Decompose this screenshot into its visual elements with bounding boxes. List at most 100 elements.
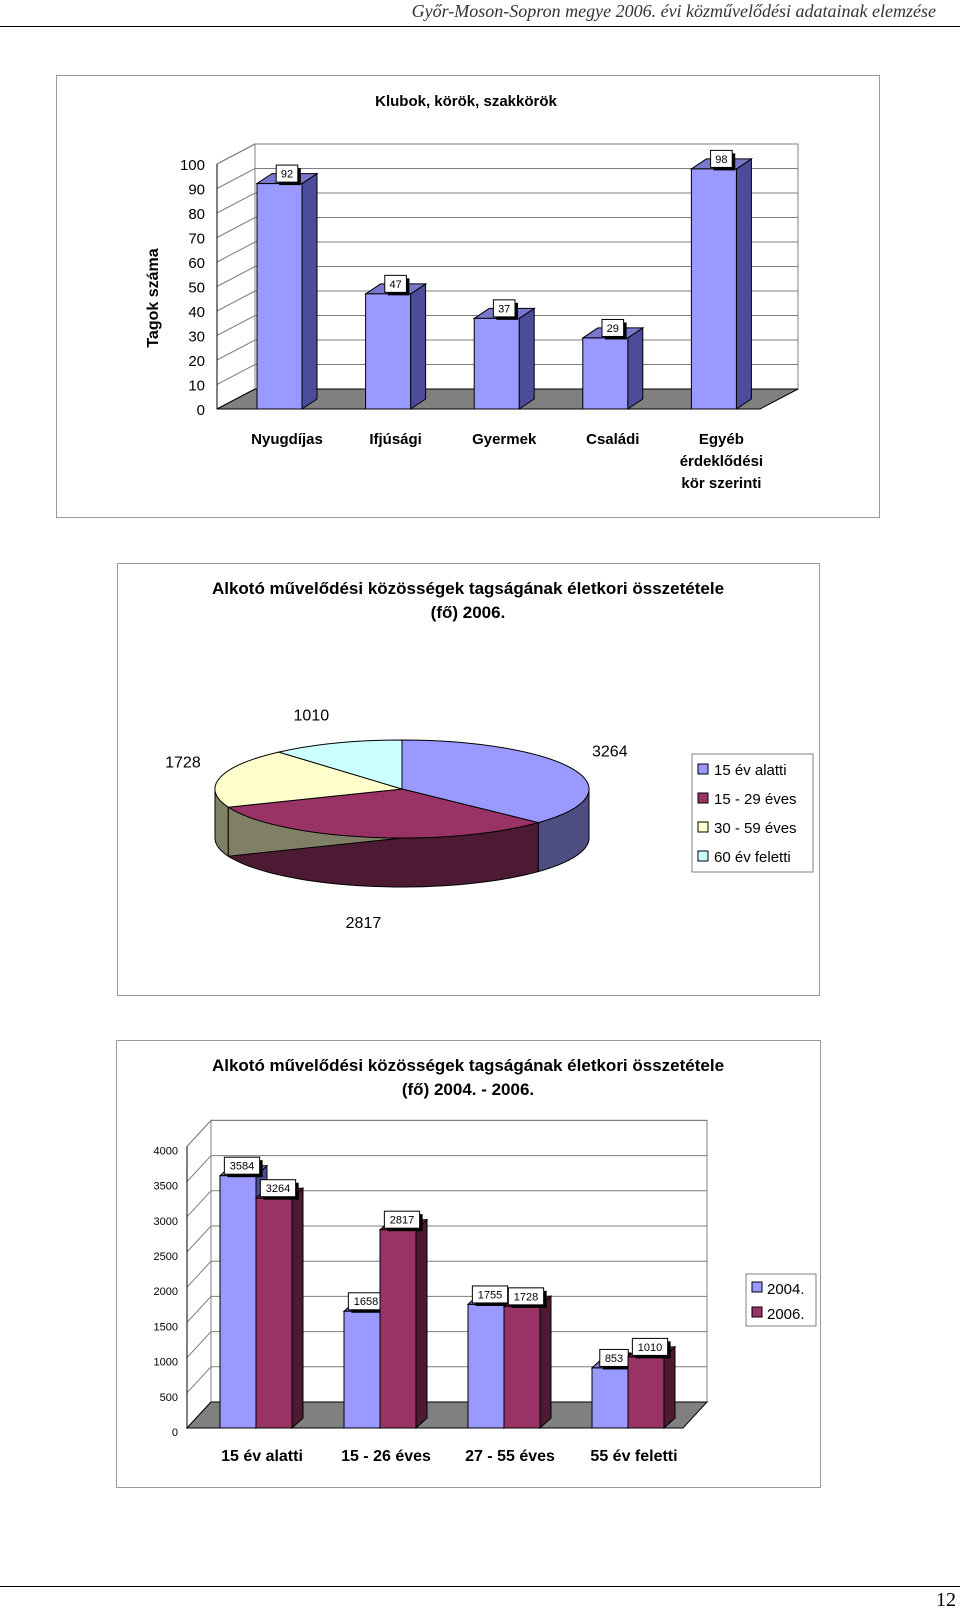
- x-tick-label: 27 - 55 éves: [465, 1448, 555, 1465]
- chart-title-line2: (fő) 2006.: [431, 603, 506, 622]
- data-label: 3264: [266, 1183, 290, 1195]
- data-label: 2817: [390, 1215, 414, 1227]
- bar-side: [291, 1187, 304, 1430]
- pie-data-label: 1010: [294, 707, 330, 724]
- gridline: [216, 290, 798, 312]
- bar-side: [539, 1295, 552, 1430]
- y-tick-label: 0: [172, 1427, 178, 1439]
- legend-label: 2004.: [767, 1281, 805, 1298]
- x-tick-label: kör szerinti: [681, 475, 761, 492]
- data-label-box: [275, 164, 299, 183]
- data-label: 1755: [478, 1289, 502, 1301]
- data-label-box: [223, 1156, 261, 1175]
- footer-rule: [0, 1586, 960, 1587]
- chart-title: Klubok, körök, szakkörök: [375, 93, 557, 110]
- bar-front: [219, 1175, 257, 1429]
- data-label: 1728: [514, 1291, 538, 1303]
- legend-swatch: [697, 850, 709, 862]
- x-tick-label: Egyéb: [699, 431, 744, 448]
- pie-data-label: 3264: [592, 743, 628, 760]
- y-tick-label: 2500: [154, 1251, 178, 1263]
- y-tick-label: 20: [188, 353, 205, 370]
- bar: [378, 1218, 429, 1430]
- gridline: [186, 1260, 707, 1288]
- bar: [472, 307, 536, 410]
- bar-front: [256, 183, 303, 410]
- pie-data-label: 1728: [165, 754, 201, 771]
- legend-swatch: [697, 821, 709, 833]
- y-tick-label: 3000: [154, 1216, 178, 1228]
- y-tick-label: 1000: [154, 1357, 178, 1369]
- legend-label: 15 év alatti: [714, 762, 787, 779]
- gridline: [186, 1225, 707, 1253]
- bar: [254, 1187, 305, 1430]
- bar-front: [582, 337, 629, 410]
- data-label-box: [710, 149, 733, 168]
- bar: [502, 1295, 553, 1430]
- y-tick-label: 80: [188, 206, 205, 223]
- gridline: [216, 241, 798, 263]
- legend-swatch: [751, 1306, 763, 1318]
- data-label: 853: [605, 1353, 623, 1365]
- x-tick-label: érdeklődési: [680, 453, 763, 470]
- y-tick-label: 50: [188, 280, 205, 297]
- data-label: 37: [498, 303, 510, 315]
- gridline: [216, 143, 798, 165]
- x-tick-label: 15 - 26 éves: [341, 1448, 431, 1465]
- data-label-box: [631, 1337, 669, 1356]
- legend-swatch: [697, 792, 709, 804]
- data-label: 1010: [638, 1342, 662, 1354]
- chart-title: Alkotó művelődési közösségek tagságának …: [212, 1056, 724, 1075]
- chart-title-line2: (fő) 2004. - 2006.: [402, 1080, 534, 1099]
- data-label-box: [384, 274, 407, 293]
- y-tick-label: 30: [188, 329, 205, 346]
- data-label-box: [383, 1210, 421, 1229]
- gridline: [216, 217, 798, 238]
- bar-side: [663, 1345, 676, 1430]
- header-rule: [0, 26, 960, 27]
- gridline: [216, 266, 798, 287]
- pie-slice: [214, 751, 403, 808]
- data-label-box: [601, 318, 625, 337]
- data-label: 29: [607, 323, 619, 335]
- y-tick-label: 70: [188, 231, 205, 248]
- gridline: [186, 1155, 707, 1182]
- legend-label: 30 - 59 éves: [714, 820, 797, 837]
- data-label-box: [259, 1179, 297, 1198]
- bar-side: [301, 172, 318, 410]
- pie-legend: [691, 753, 814, 873]
- gridline: [216, 315, 798, 336]
- bar-front: [365, 293, 412, 410]
- pie-slice: [401, 739, 590, 824]
- bar: [581, 326, 645, 410]
- pie-slice: [276, 739, 403, 790]
- data-label-box: [492, 299, 516, 318]
- y-axis-label: Tagok száma: [145, 248, 162, 347]
- bar-front: [467, 1303, 505, 1429]
- y-tick-label: 60: [188, 255, 205, 272]
- bar-side: [410, 282, 427, 410]
- bar: [363, 282, 428, 410]
- x-tick-label: Nyugdíjas: [251, 431, 323, 448]
- data-label-box: [507, 1287, 545, 1306]
- x-tick-label: 55 év feletti: [590, 1448, 677, 1465]
- y-tick-label: 100: [180, 157, 205, 174]
- y-tick-label: 0: [197, 402, 205, 419]
- data-label: 98: [715, 154, 727, 166]
- bar-side: [518, 307, 535, 410]
- pie-data-label: 2817: [346, 915, 382, 932]
- data-label: 92: [281, 169, 293, 181]
- bar-front: [503, 1305, 541, 1429]
- x-tick-label: 15 év alatti: [221, 1448, 303, 1465]
- gridline: [216, 168, 798, 189]
- bar: [255, 172, 319, 410]
- legend-label: 60 év feletti: [714, 849, 791, 866]
- data-label: 1658: [354, 1296, 378, 1308]
- bar-side: [627, 326, 644, 410]
- bar: [689, 157, 754, 410]
- x-tick-label: Gyermek: [472, 431, 537, 448]
- bar-side: [415, 1218, 428, 1430]
- page-number: 12: [936, 1589, 956, 1611]
- bar: [626, 1345, 677, 1430]
